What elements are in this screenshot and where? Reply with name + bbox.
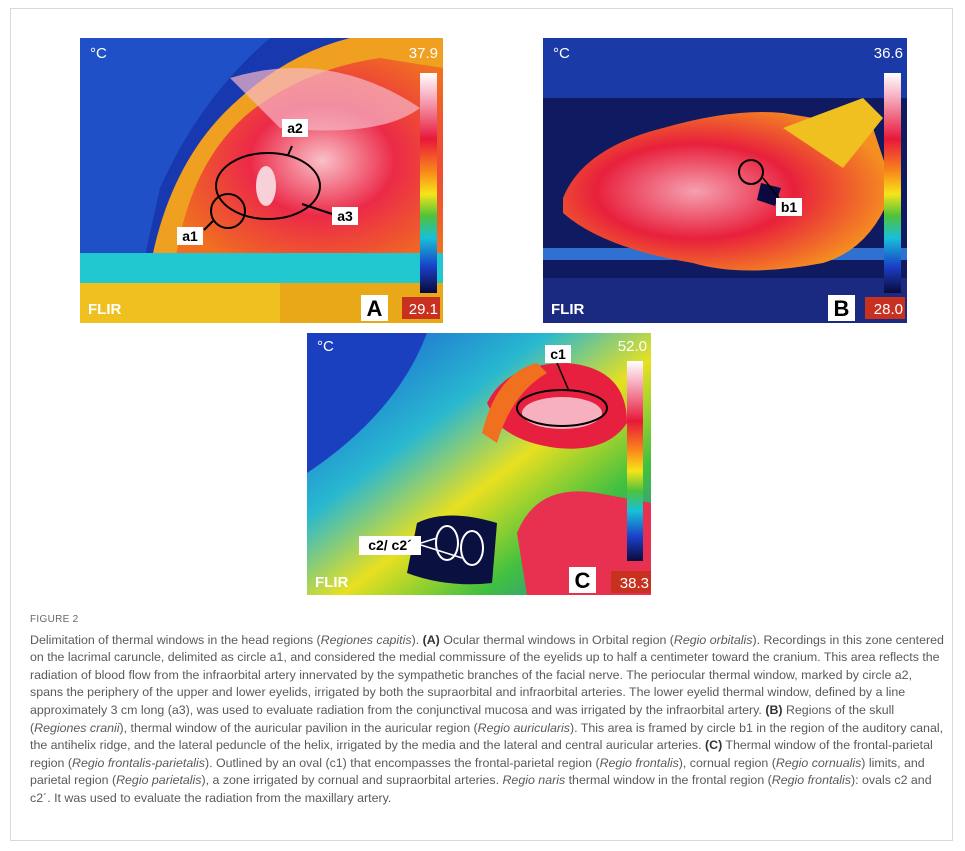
caption-run: Regio parietalis bbox=[116, 773, 201, 787]
annotation: a2 bbox=[287, 120, 303, 136]
caption-label: FIGURE 2 bbox=[30, 611, 945, 629]
caption-run: (B) bbox=[765, 703, 782, 717]
color-scale bbox=[627, 361, 643, 561]
caption-text: Delimitation of thermal windows in the h… bbox=[30, 632, 945, 808]
caption-run: ). Outlined by an oval (c1) that encompa… bbox=[205, 756, 600, 770]
annotation: a3 bbox=[337, 208, 353, 224]
scale-min: 29.1 bbox=[409, 301, 438, 318]
caption-run: (A) bbox=[423, 633, 440, 647]
unit-label: °C bbox=[90, 45, 107, 62]
caption-run: Regio cornualis bbox=[776, 756, 861, 770]
caption-run: Regiones capitis bbox=[321, 633, 412, 647]
caption-run: Regio auricularis bbox=[478, 721, 570, 735]
caption-run: (C) bbox=[705, 738, 722, 752]
scale-max: 52.0 bbox=[618, 338, 647, 355]
caption-run: Regio frontalis bbox=[772, 773, 851, 787]
annotation: b1 bbox=[781, 199, 798, 215]
panel-letter: B bbox=[834, 296, 850, 321]
annotation: c1 bbox=[550, 346, 566, 362]
caption-run: Regio orbitalis bbox=[674, 633, 753, 647]
thermal-region bbox=[80, 253, 443, 283]
page: Figure 2 {"figure": { "panels": [ {"unit… bbox=[0, 0, 965, 851]
annotation: c2/ c2´ bbox=[368, 537, 412, 553]
caption-run: ), a zone irrigated by cornual and supra… bbox=[202, 773, 503, 787]
caption-run: ). bbox=[412, 633, 423, 647]
panel-a: a1 a2 a3 °C 37.9 29.1 FLIR A bbox=[80, 38, 443, 323]
thermal-region bbox=[543, 38, 907, 98]
scale-max: 36.6 bbox=[874, 45, 903, 62]
figure-caption: FIGURE 2 Delimitation of thermal windows… bbox=[30, 611, 945, 808]
brand-logo: FLIR bbox=[551, 301, 584, 318]
panel-letter: C bbox=[575, 568, 591, 593]
panel-b: b1 °C 36.6 28.0 FLIR B bbox=[543, 38, 907, 323]
caption-run: Regio frontalis-parietalis bbox=[72, 756, 205, 770]
thermal-region bbox=[522, 397, 602, 429]
panel-letter: A bbox=[367, 296, 383, 321]
unit-label: °C bbox=[553, 45, 570, 62]
color-scale bbox=[420, 73, 437, 293]
caption-run: Regio frontalis bbox=[600, 756, 679, 770]
caption-run: thermal window in the frontal region ( bbox=[565, 773, 772, 787]
page-body: a1 a2 a3 °C 37.9 29.1 FLIR A b1 °C 36.6 … bbox=[0, 0, 965, 851]
caption-run: ), cornual region ( bbox=[679, 756, 776, 770]
color-scale bbox=[884, 73, 901, 293]
brand-logo: FLIR bbox=[315, 574, 348, 591]
scale-min: 38.3 bbox=[620, 575, 649, 592]
eye bbox=[256, 166, 276, 206]
panel-c: c1 c2/ c2´ °C 52.0 38.3 FLIR C bbox=[307, 333, 651, 595]
brand-logo: FLIR bbox=[88, 301, 121, 318]
caption-run: Delimitation of thermal windows in the h… bbox=[30, 633, 321, 647]
unit-label: °C bbox=[317, 338, 334, 355]
caption-run: Regiones cranii bbox=[34, 721, 119, 735]
scale-max: 37.9 bbox=[409, 45, 438, 62]
scale-min: 28.0 bbox=[874, 301, 903, 318]
caption-run: ), thermal window of the auricular pavil… bbox=[120, 721, 478, 735]
caption-run: Ocular thermal windows in Orbital region… bbox=[440, 633, 674, 647]
caption-run: Regio naris bbox=[502, 773, 565, 787]
annotation: a1 bbox=[182, 228, 198, 244]
